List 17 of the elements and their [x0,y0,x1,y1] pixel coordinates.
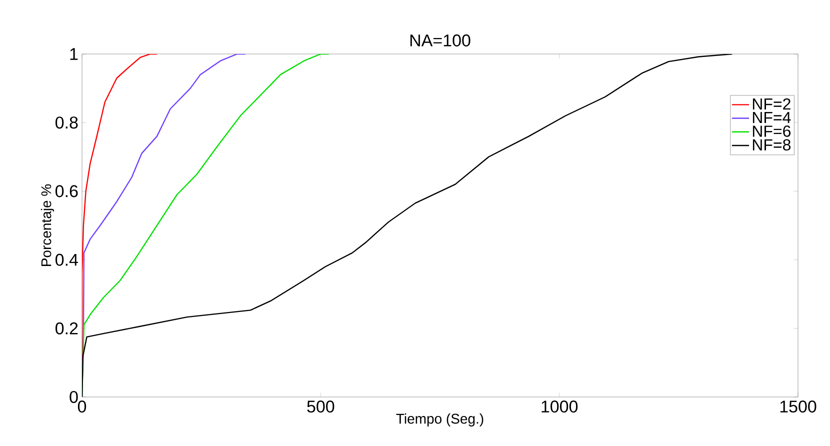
y-axis-title: Porcentaje % [40,184,54,266]
x-tick-label: 0 [78,400,86,413]
x-tick-label: 500 [307,400,334,413]
y-tick-label: 0.8 [56,116,78,129]
x-tick-label: 1000 [542,400,578,413]
x-axis-title: Tiempo (Seg.) [396,413,484,426]
y-tick-label: 0.6 [56,185,78,198]
legend-label: NF=2 [752,98,790,110]
legend-label: NF=6 [752,126,791,137]
y-tick-label: 1 [70,48,78,60]
x-tick-label: 1500 [780,400,816,413]
chart-title: NA=100 [410,34,470,46]
legend-label: NF=4 [752,112,791,124]
y-tick-label: 0 [70,390,78,404]
y-tick-label: 0.2 [56,322,78,334]
y-tick-label: 0.4 [56,254,78,266]
legend-label: NF=8 [752,139,791,151]
